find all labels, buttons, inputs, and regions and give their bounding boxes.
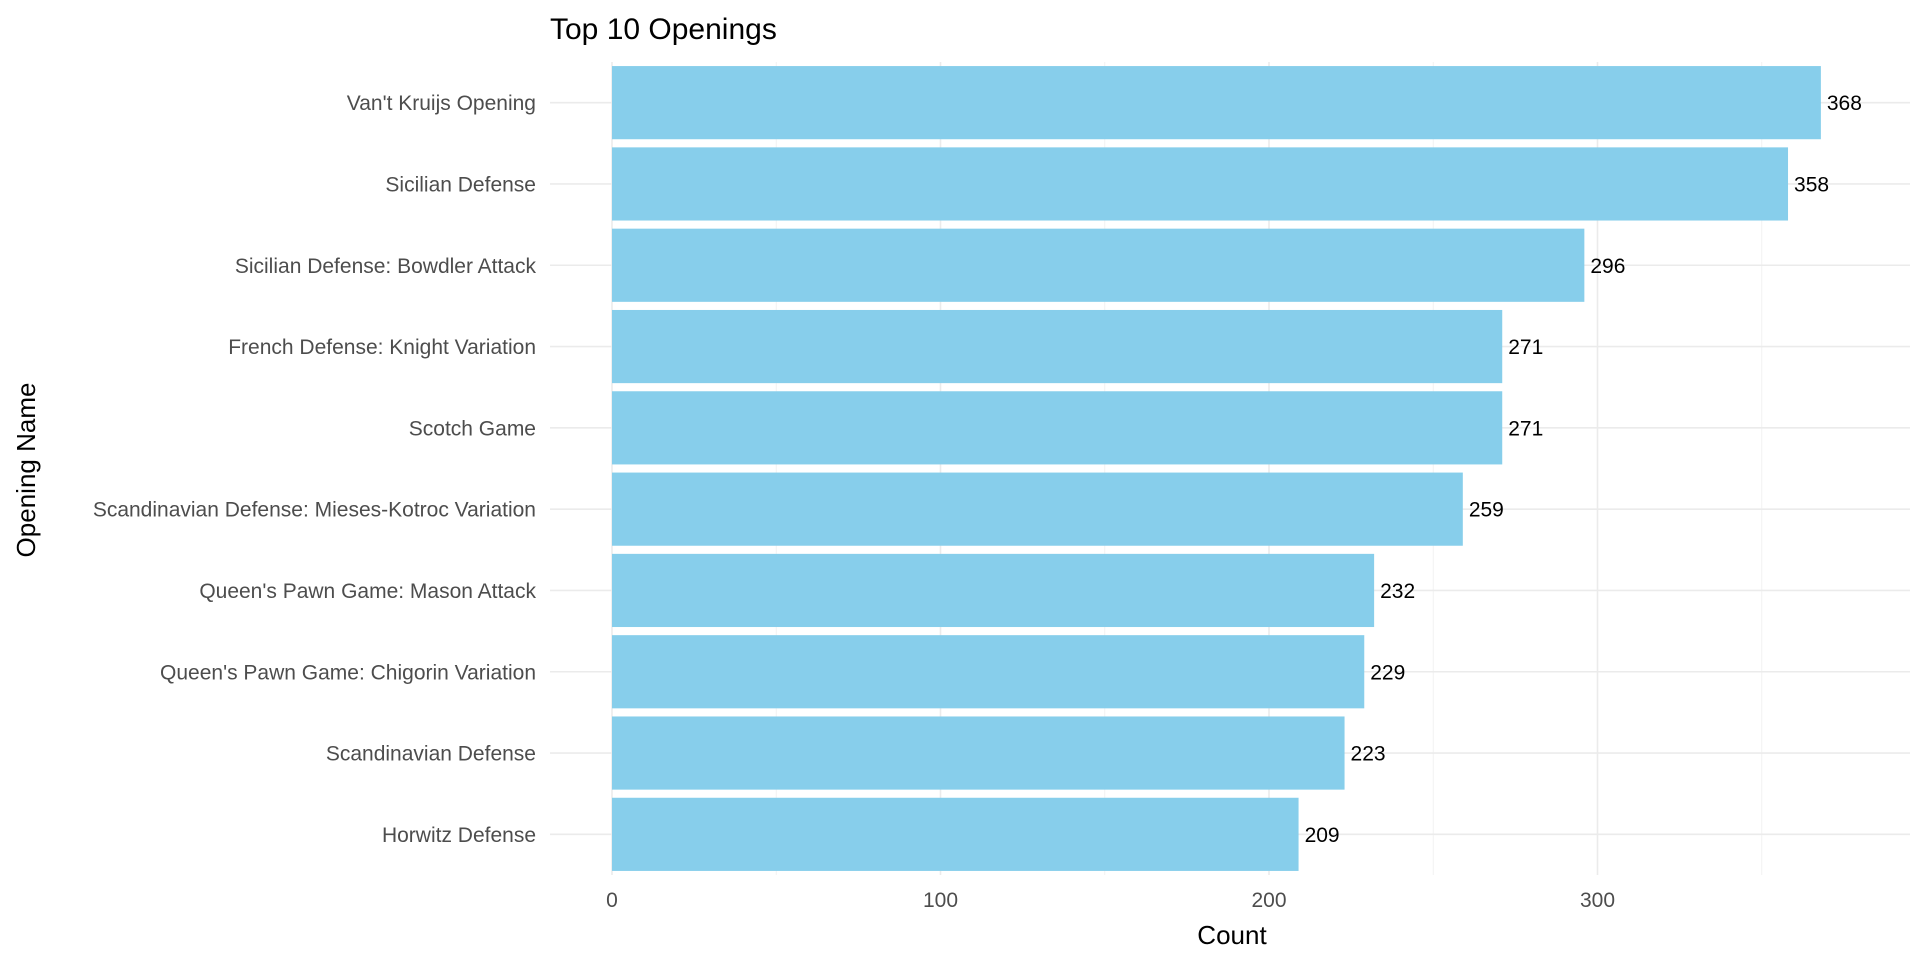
bar <box>612 553 1375 628</box>
bar <box>612 797 1299 871</box>
y-axis-tick-labels: Van't Kruijs Opening Sicilian Defense Sici… <box>93 92 537 847</box>
bar <box>612 228 1585 302</box>
x-tick-label: 100 <box>923 889 958 912</box>
bar <box>612 391 1503 465</box>
category-label: Horwitz Defense <box>382 824 536 847</box>
x-tick-label: 0 <box>606 889 618 912</box>
bars <box>612 66 1821 871</box>
x-tick-label: 300 <box>1580 889 1615 912</box>
bar-value-label: 229 <box>1370 661 1405 684</box>
bar-value-label: 223 <box>1351 743 1386 766</box>
bar-value-label: 232 <box>1380 580 1415 603</box>
category-label: Queen's Pawn Game: Mason Attack <box>199 580 536 603</box>
bar-value-label: 259 <box>1469 499 1504 522</box>
bar <box>612 147 1789 221</box>
category-label: Queen's Pawn Game: Chigorin Variation <box>160 661 536 684</box>
category-label: Van't Kruijs Opening <box>347 92 536 115</box>
bar-value-label: 358 <box>1794 173 1829 196</box>
data-labels: 368 358 296 271 271 259 232 229 223 209 <box>1305 92 1862 847</box>
x-tick-label: 200 <box>1251 889 1286 912</box>
category-label: Sicilian Defense <box>385 173 536 196</box>
x-axis-title: Count <box>1197 920 1267 950</box>
bar <box>612 472 1463 546</box>
bar-value-label: 271 <box>1508 336 1543 359</box>
category-label: French Defense: Knight Variation <box>228 336 536 359</box>
bar <box>612 635 1365 709</box>
chart-title: Top 10 Openings <box>550 13 777 46</box>
bar-value-label: 296 <box>1590 255 1625 278</box>
bar-value-label: 271 <box>1508 417 1543 440</box>
category-label: Scandinavian Defense: Mieses-Kotroc Vari… <box>93 499 536 522</box>
bar <box>612 716 1345 790</box>
category-label: Scotch Game <box>409 417 536 440</box>
x-axis-tick-labels: 0 100 200 300 <box>606 889 1615 912</box>
bar <box>612 66 1821 140</box>
y-axis-title: Opening Name <box>11 383 41 558</box>
bar-value-label: 209 <box>1305 824 1340 847</box>
bar-value-label: 368 <box>1827 92 1862 115</box>
category-label: Scandinavian Defense <box>326 743 536 766</box>
bar <box>612 309 1503 384</box>
category-label: Sicilian Defense: Bowdler Attack <box>235 255 537 278</box>
